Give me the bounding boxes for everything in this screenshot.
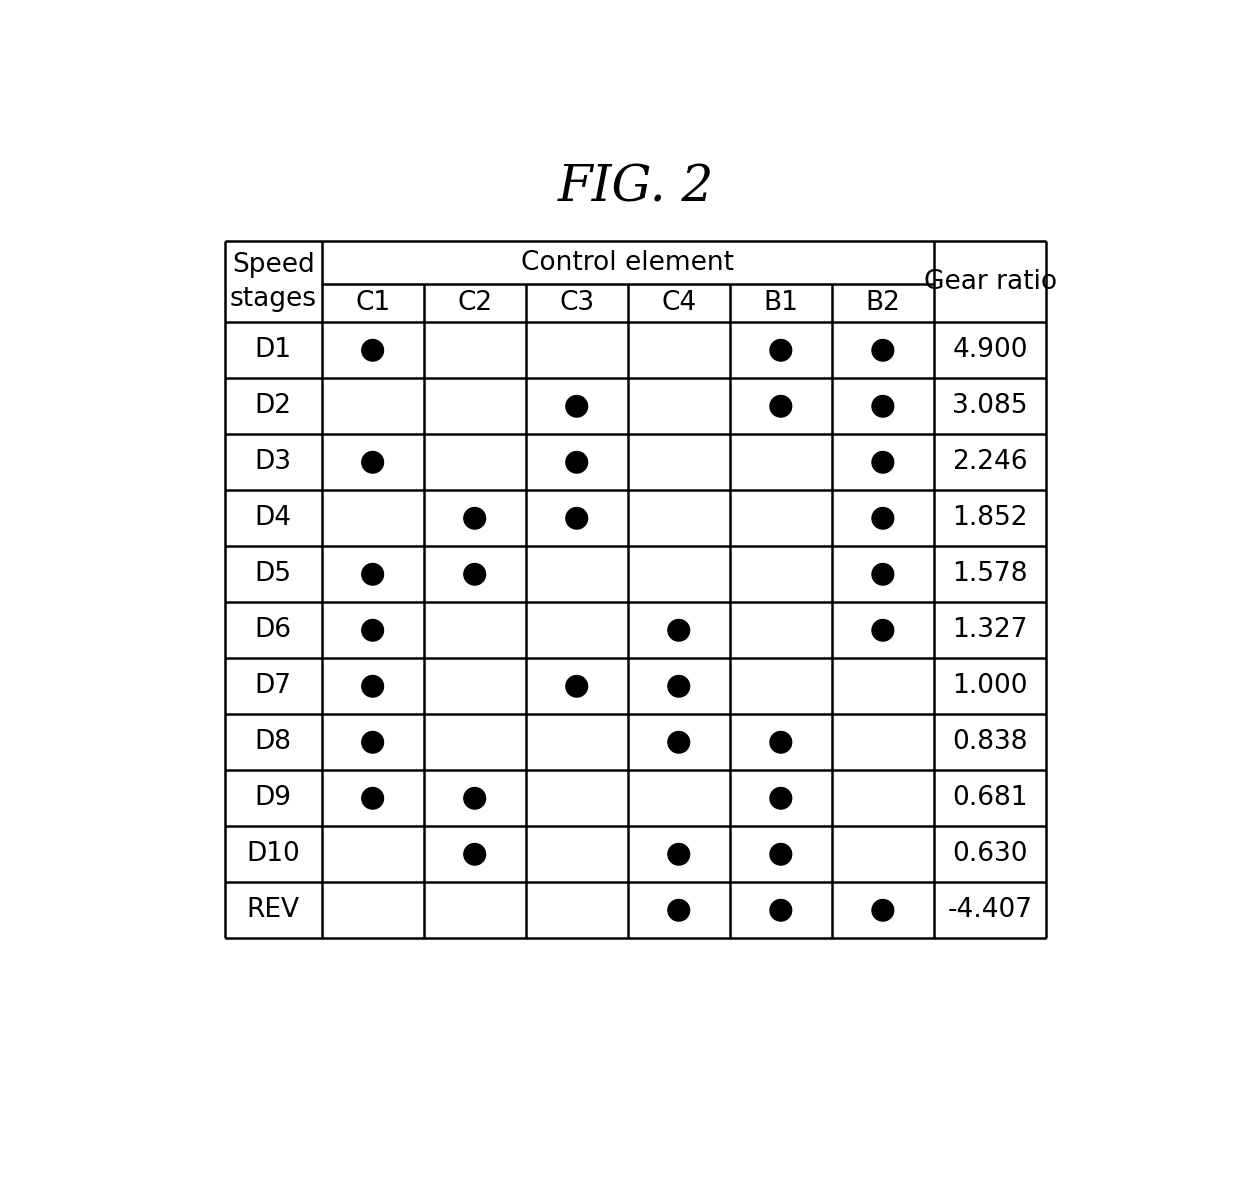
Text: 1.578: 1.578 (952, 561, 1028, 588)
Circle shape (362, 564, 383, 585)
Circle shape (362, 620, 383, 642)
Text: C2: C2 (458, 290, 492, 316)
Circle shape (668, 675, 689, 697)
Text: D9: D9 (254, 785, 291, 812)
Circle shape (668, 731, 689, 753)
Text: 0.630: 0.630 (952, 841, 1028, 868)
Text: C4: C4 (661, 290, 697, 316)
Circle shape (872, 564, 894, 585)
Text: FIG. 2: FIG. 2 (557, 163, 714, 212)
Text: 3.085: 3.085 (952, 394, 1028, 419)
Text: B1: B1 (764, 290, 799, 316)
Circle shape (872, 620, 894, 642)
Text: D2: D2 (254, 394, 291, 419)
Text: Speed
stages: Speed stages (229, 251, 316, 312)
Circle shape (872, 508, 894, 529)
Circle shape (362, 451, 383, 473)
Text: 2.246: 2.246 (952, 449, 1028, 475)
Circle shape (464, 844, 486, 865)
Circle shape (464, 788, 486, 809)
Circle shape (872, 340, 894, 361)
Circle shape (872, 899, 894, 920)
Text: 4.900: 4.900 (952, 338, 1028, 363)
Text: D8: D8 (254, 729, 291, 755)
Text: D5: D5 (254, 561, 291, 588)
Circle shape (362, 340, 383, 361)
Text: REV: REV (247, 898, 300, 923)
Text: D3: D3 (254, 449, 291, 475)
Text: -4.407: -4.407 (947, 898, 1033, 923)
Circle shape (668, 844, 689, 865)
Text: D7: D7 (254, 673, 291, 699)
Circle shape (362, 788, 383, 809)
Circle shape (770, 340, 791, 361)
Circle shape (770, 395, 791, 417)
Circle shape (362, 675, 383, 697)
Circle shape (362, 731, 383, 753)
Text: Control element: Control element (521, 250, 734, 275)
Text: C3: C3 (559, 290, 594, 316)
Circle shape (565, 508, 588, 529)
Text: 1.327: 1.327 (952, 618, 1028, 643)
Circle shape (565, 675, 588, 697)
Circle shape (872, 395, 894, 417)
Circle shape (770, 731, 791, 753)
Circle shape (770, 899, 791, 920)
Circle shape (872, 451, 894, 473)
Circle shape (668, 620, 689, 642)
Circle shape (565, 451, 588, 473)
Text: D1: D1 (254, 338, 291, 363)
Text: 0.681: 0.681 (952, 785, 1028, 812)
Circle shape (770, 844, 791, 865)
Text: B2: B2 (866, 290, 900, 316)
Text: Gear ratio: Gear ratio (924, 269, 1056, 294)
Text: 0.838: 0.838 (952, 729, 1028, 755)
Text: C1: C1 (355, 290, 391, 316)
Circle shape (464, 508, 486, 529)
Text: 1.852: 1.852 (952, 505, 1028, 531)
Circle shape (668, 899, 689, 920)
Text: D4: D4 (254, 505, 291, 531)
Circle shape (464, 564, 486, 585)
Circle shape (770, 788, 791, 809)
Text: D6: D6 (254, 618, 291, 643)
Circle shape (565, 395, 588, 417)
Text: D10: D10 (247, 841, 300, 868)
Text: 1.000: 1.000 (952, 673, 1028, 699)
